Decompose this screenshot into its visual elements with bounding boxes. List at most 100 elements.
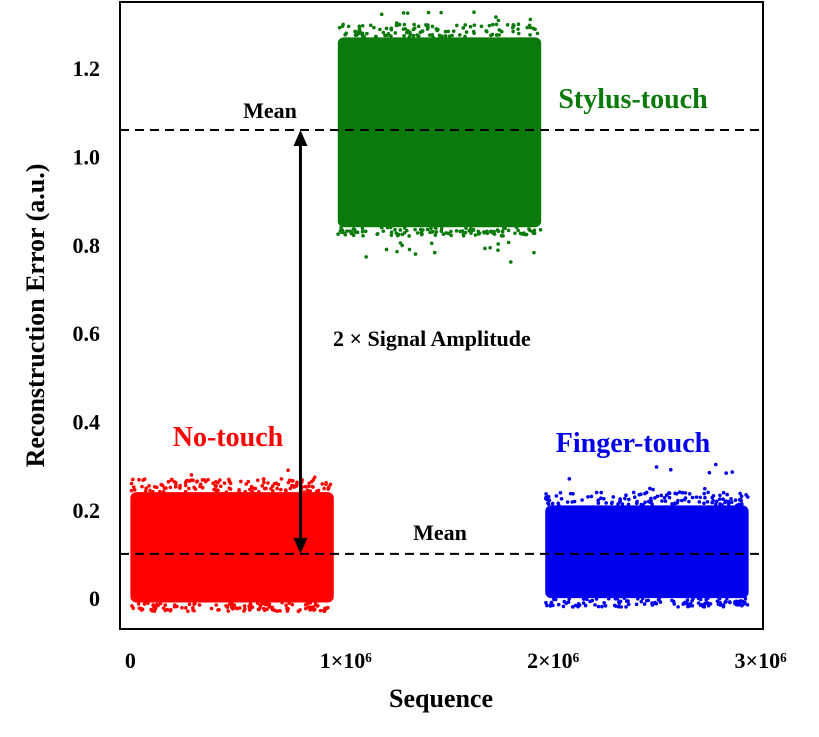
data-point	[550, 501, 555, 506]
data-point	[703, 495, 707, 500]
data-point	[373, 34, 378, 39]
data-point	[502, 226, 506, 230]
data-point	[580, 498, 584, 502]
y-tick-label: 0.8	[73, 233, 101, 258]
data-point	[143, 489, 148, 493]
data-point	[286, 468, 290, 473]
x-tick-label: 2×10⁶	[527, 648, 580, 673]
data-point	[679, 498, 684, 503]
data-point	[683, 491, 688, 495]
data-point	[152, 484, 157, 489]
data-point	[721, 604, 726, 609]
data-point	[734, 602, 739, 607]
data-point	[501, 234, 505, 238]
amplitude-annotation: 2 × Signal Amplitude	[333, 326, 531, 351]
data-point	[344, 31, 349, 36]
data-point	[725, 492, 729, 497]
data-point	[278, 487, 283, 492]
data-point	[686, 604, 690, 609]
data-point	[266, 481, 270, 485]
data-point	[339, 230, 344, 234]
data-point	[375, 231, 380, 236]
data-point	[132, 487, 137, 492]
data-point	[639, 599, 644, 604]
data-point	[619, 605, 623, 609]
data-point	[137, 606, 142, 611]
data-point	[602, 497, 606, 501]
data-point	[232, 603, 237, 607]
data-point	[720, 503, 724, 507]
data-point	[136, 602, 141, 606]
data-point	[682, 497, 687, 502]
data-point	[500, 229, 505, 234]
data-point	[632, 495, 637, 499]
data-point	[272, 481, 277, 486]
data-point	[472, 23, 477, 27]
data-point	[148, 488, 152, 493]
data-point	[667, 491, 672, 496]
point-band	[545, 505, 749, 599]
data-point	[664, 493, 669, 497]
data-point	[513, 231, 517, 236]
data-point	[577, 603, 582, 607]
data-point	[393, 31, 398, 35]
data-point	[161, 489, 166, 494]
data-point	[416, 24, 421, 29]
data-point	[356, 30, 361, 35]
data-point	[287, 601, 291, 605]
data-point	[710, 500, 714, 505]
data-point	[471, 227, 476, 232]
data-point	[599, 496, 603, 501]
data-point	[535, 31, 540, 36]
data-point	[670, 502, 674, 506]
data-point	[257, 607, 262, 611]
data-point	[198, 484, 202, 489]
data-point	[343, 232, 348, 237]
data-point	[613, 596, 618, 601]
data-point	[730, 500, 734, 504]
data-point	[618, 497, 622, 501]
data-point	[602, 601, 606, 605]
data-point	[659, 493, 664, 498]
data-point	[214, 484, 218, 489]
data-point	[583, 603, 588, 608]
data-point	[269, 486, 273, 491]
data-point	[225, 605, 230, 609]
data-point	[660, 499, 664, 503]
data-point	[677, 490, 682, 494]
data-point	[341, 22, 345, 27]
data-point	[428, 230, 432, 234]
data-point	[688, 602, 693, 606]
data-point	[256, 489, 261, 494]
point-clusters	[129, 10, 750, 614]
data-point	[327, 485, 331, 489]
data-point	[303, 606, 308, 611]
data-point	[626, 502, 631, 507]
data-point	[717, 497, 722, 501]
data-point	[398, 241, 403, 245]
data-point	[389, 230, 394, 235]
data-point	[721, 490, 726, 495]
data-point	[307, 490, 312, 494]
data-point	[745, 602, 750, 607]
data-point	[151, 489, 155, 494]
data-point	[402, 226, 407, 230]
data-point	[412, 22, 416, 27]
data-point	[643, 491, 647, 496]
data-point	[687, 499, 691, 504]
data-point	[567, 477, 572, 481]
data-point	[556, 503, 561, 508]
data-point	[168, 608, 173, 613]
data-point	[360, 226, 365, 231]
data-point	[702, 491, 706, 496]
data-point	[643, 500, 647, 505]
data-point	[218, 478, 222, 482]
data-point	[482, 230, 487, 235]
data-point	[326, 605, 330, 610]
data-point	[184, 606, 188, 610]
data-point	[403, 27, 408, 31]
data-point	[538, 227, 543, 232]
data-point	[407, 234, 411, 238]
y-tick-label: 0.4	[73, 409, 101, 434]
data-point	[209, 606, 214, 611]
